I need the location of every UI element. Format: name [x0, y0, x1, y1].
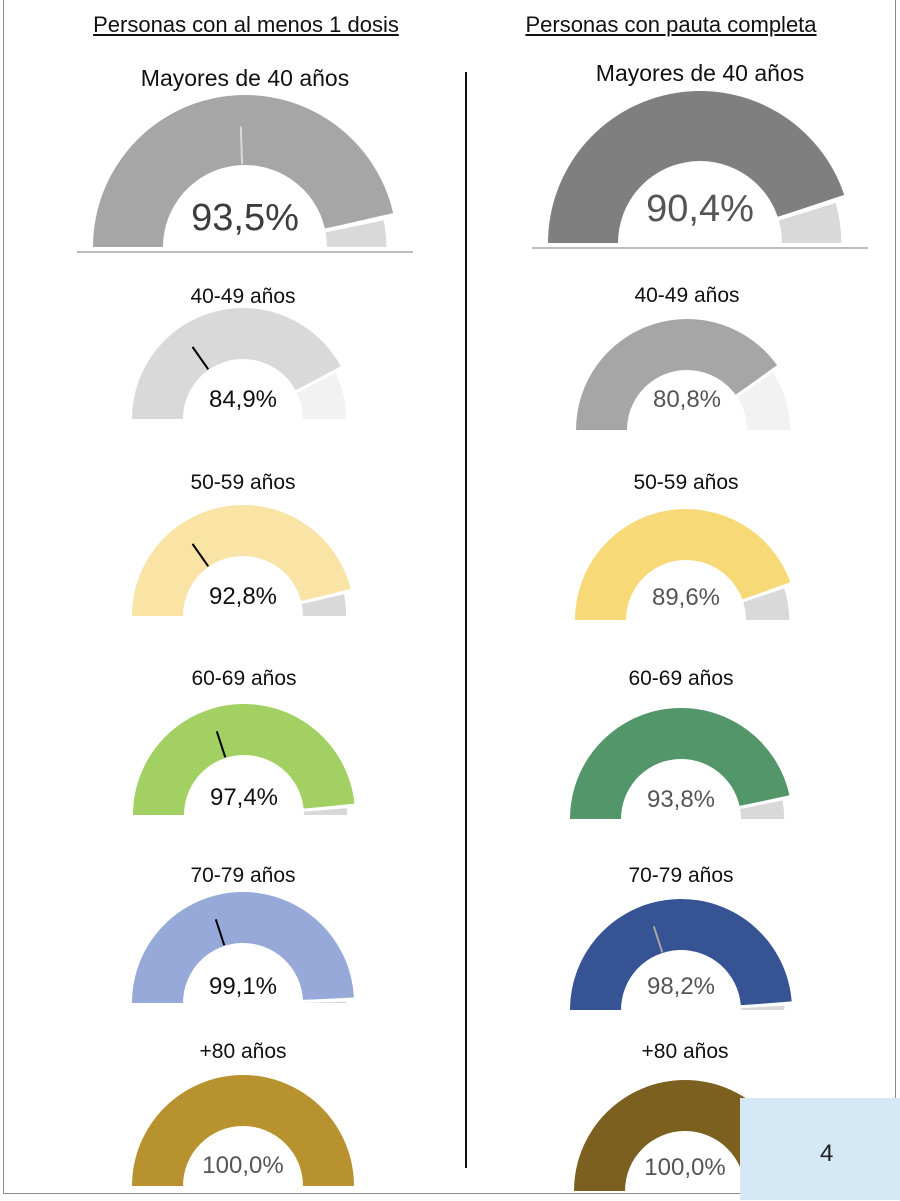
gauge-remaining-arc-left-2 — [301, 593, 347, 616]
gauge-separator-right-4 — [738, 1002, 796, 1009]
gauge-value-arc-right-4 — [570, 898, 792, 1010]
gauge-title-right-0: Mayores de 40 años — [595, 60, 805, 86]
gauge-needle-right-2 — [634, 547, 653, 571]
gauge-needle-right-3 — [652, 734, 664, 762]
gauge-needle-right-4 — [652, 925, 664, 953]
gauge-right-1 — [576, 318, 791, 430]
gauge-remaining-arc-right-4 — [740, 1005, 785, 1010]
gauge-right-3 — [570, 708, 795, 819]
gauge-separator-left-0 — [322, 213, 399, 233]
gauge-value-arc-left-2 — [132, 505, 351, 616]
gauge-value-label-left-0: 93,5% — [191, 197, 299, 239]
gauge-title-left-0: Mayores de 40 años — [140, 65, 350, 91]
gauge-value-label-right-4: 98,2% — [646, 973, 716, 1000]
gauge-value-label-right-5: 100,0% — [644, 1154, 726, 1181]
right-column-header: Personas con pauta completa — [525, 12, 817, 37]
gauge-needle-left-0 — [239, 126, 244, 165]
gauge-needle-right-0 — [694, 122, 699, 161]
gauge-value-label-right-3: 93,8% — [646, 786, 716, 813]
gauge-right-4 — [570, 898, 796, 1010]
gauge-baseline-left — [77, 251, 413, 253]
gauge-value-label-left-3: 97,4% — [209, 784, 279, 811]
gauge-value-arc-left-4 — [132, 891, 354, 1003]
gauge-title-left-5: +80 años — [199, 1040, 287, 1063]
gauge-separator-right-0 — [775, 194, 850, 222]
gauge-left-2 — [132, 505, 356, 616]
gauge-separator-right-3 — [737, 795, 795, 810]
gauge-separator-left-2 — [299, 588, 356, 605]
gauge-title-left-1: 40-49 años — [190, 285, 296, 308]
gauge-remaining-arc-left-1 — [296, 372, 347, 419]
gauge-title-right-2: 50-59 años — [633, 471, 739, 494]
gauge-left-1 — [132, 308, 347, 419]
gauge-remaining-arc-left-3 — [303, 807, 348, 815]
gauge-separator-right-1 — [733, 363, 783, 399]
gauge-value-label-right-0: 90,4% — [646, 188, 754, 230]
gauge-needle-left-5 — [191, 1113, 210, 1137]
gauge-remaining-arc-left-0 — [325, 219, 387, 247]
gauge-right-0 — [548, 90, 850, 243]
column-divider — [465, 72, 467, 1168]
gauge-baseline-right — [532, 247, 868, 249]
gauge-value-arc-left-1 — [132, 308, 341, 419]
page-number: 4 — [820, 1140, 834, 1167]
gauge-value-label-left-2: 92,8% — [208, 583, 278, 610]
gauge-value-arc-left-3 — [133, 703, 355, 815]
gauge-separator-left-1 — [293, 365, 346, 394]
gauge-value-arc-left-5 — [132, 1075, 354, 1186]
page-badge — [740, 1098, 900, 1200]
gauge-title-right-5: +80 años — [641, 1040, 729, 1063]
gauge-value-arc-right-2 — [575, 509, 791, 620]
gauge-value-arc-left-0 — [93, 94, 394, 247]
gauge-remaining-arc-right-0 — [778, 202, 842, 243]
gauge-needle-right-1 — [635, 357, 654, 381]
gauge-title-left-3: 60-69 años — [191, 667, 297, 690]
page-frame — [3, 0, 896, 1194]
gauge-value-label-left-4: 99,1% — [208, 973, 278, 1000]
gauge-left-5 — [132, 1075, 354, 1186]
gauge-title-right-1: 40-49 años — [634, 284, 740, 307]
gauge-value-label-left-1: 84,9% — [208, 386, 278, 413]
gauge-right-2 — [575, 509, 796, 620]
gauge-remaining-arc-right-3 — [739, 800, 785, 819]
gauge-left-4 — [132, 891, 358, 1003]
left-column-header: Personas con al menos 1 dosis — [93, 12, 399, 37]
gauge-needle-left-4 — [214, 918, 226, 946]
gauge-separator-left-4 — [300, 998, 358, 1003]
gauge-title-left-4: 70-79 años — [190, 864, 296, 887]
gauge-title-right-3: 60-69 años — [628, 667, 734, 690]
gauge-remaining-arc-right-1 — [736, 372, 791, 430]
gauge-needle-left-2 — [191, 543, 210, 567]
gauge-value-arc-right-0 — [548, 90, 845, 243]
gauge-separator-left-3 — [301, 804, 359, 812]
gauge-value-label-right-2: 89,6% — [651, 584, 721, 611]
gauge-left-3 — [133, 703, 359, 815]
gauge-title-right-4: 70-79 años — [628, 864, 734, 887]
gauge-value-label-right-1: 80,8% — [652, 386, 722, 413]
gauge-left-0 — [93, 94, 399, 247]
gauge-remaining-arc-right-2 — [743, 587, 790, 620]
gauge-value-label-left-5: 100,0% — [202, 1152, 284, 1179]
gauge-value-arc-right-3 — [570, 708, 790, 819]
gauge-needle-left-3 — [215, 730, 227, 758]
gauge-needle-left-1 — [191, 346, 210, 370]
gauge-needle-right-5 — [633, 1118, 652, 1142]
gauge-separator-right-2 — [740, 581, 796, 603]
gauge-title-left-2: 50-59 años — [190, 471, 296, 494]
gauge-value-arc-right-1 — [576, 318, 778, 430]
